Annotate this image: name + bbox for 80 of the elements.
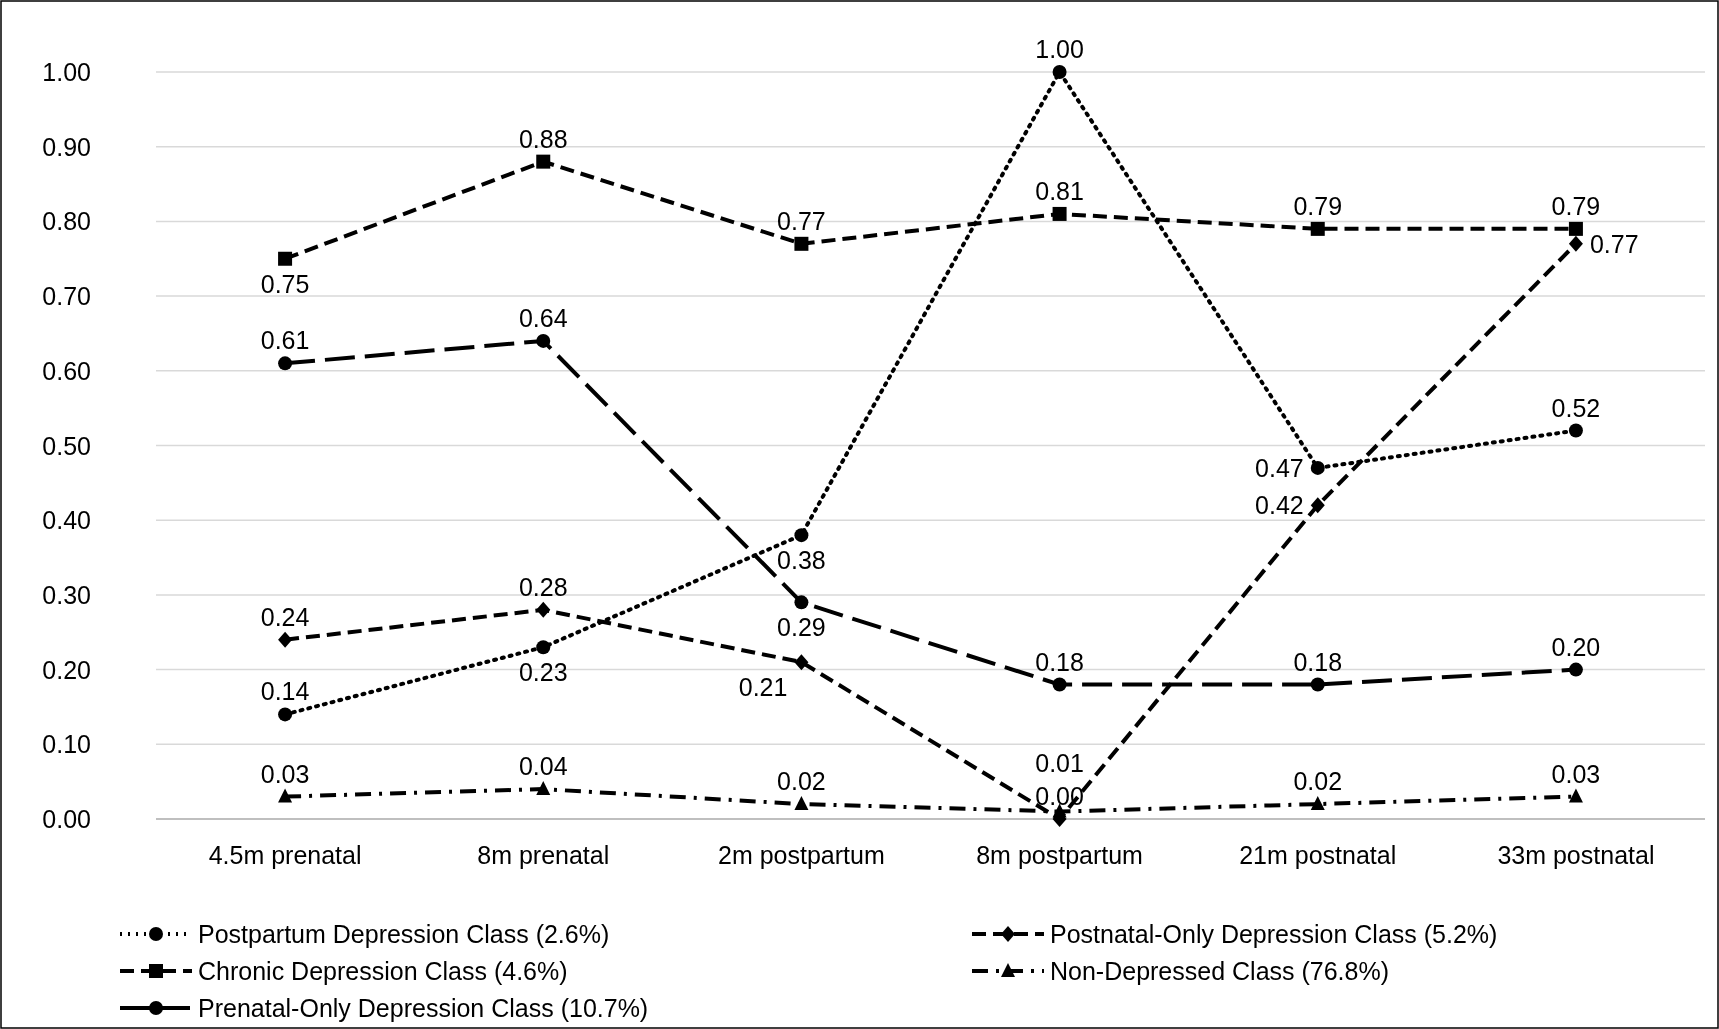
- data-label: 0.02: [1293, 767, 1343, 796]
- data-label: 0.00: [1035, 782, 1084, 810]
- data-label: 0.18: [1035, 647, 1084, 676]
- point: [794, 236, 809, 251]
- point: [536, 333, 551, 348]
- point: [794, 528, 809, 543]
- y-tick-label: 0.10: [42, 730, 91, 759]
- point: [1310, 221, 1325, 236]
- legend-label: Chronic Depression Class (4.6%): [198, 957, 568, 985]
- data-label: 0.02: [777, 767, 826, 796]
- point: [794, 595, 809, 610]
- data-label: 0.38: [777, 546, 826, 575]
- data-label: 0.01: [1035, 748, 1084, 777]
- data-label: 0.61: [260, 326, 310, 355]
- data-label: 0.42: [1255, 491, 1304, 520]
- data-label: 0.14: [260, 677, 310, 706]
- x-tick-label: 4.5m prenatal: [208, 841, 362, 869]
- point: [278, 251, 293, 266]
- point: [1568, 221, 1583, 236]
- data-label: 0.29: [777, 613, 826, 642]
- data-label: 0.81: [1035, 176, 1084, 205]
- point: [536, 601, 551, 618]
- point: [1310, 460, 1325, 475]
- point: [1310, 796, 1325, 811]
- data-label: 0.77: [1589, 229, 1639, 258]
- point: [1568, 662, 1583, 677]
- point: [278, 631, 293, 648]
- x-tick-label: 8m postpartum: [976, 841, 1143, 869]
- point: [1310, 677, 1325, 692]
- data-label: 0.20: [1551, 632, 1601, 661]
- x-tick-label: 2m postpartum: [718, 841, 885, 869]
- legend-label: Postnatal-Only Depression Class (5.2%): [1050, 920, 1498, 948]
- y-tick-label: 0.30: [42, 580, 91, 609]
- point: [1052, 206, 1067, 221]
- x-tick-label: 21m postnatal: [1239, 841, 1397, 869]
- point: [1568, 235, 1583, 252]
- point: [1052, 65, 1067, 79]
- legend-label: Prenatal-Only Depression Class (10.7%): [198, 994, 649, 1022]
- data-label: 0.03: [260, 759, 310, 788]
- data-label: 0.47: [1255, 453, 1304, 482]
- y-tick-label: 0.80: [42, 207, 91, 236]
- point: [278, 788, 293, 803]
- y-tick-label: 0.50: [42, 431, 91, 460]
- point: [278, 356, 293, 371]
- legend-label: Non-Depressed Class (76.8%): [1050, 957, 1390, 985]
- data-label: 0.79: [1551, 191, 1601, 220]
- data-label: 0.77: [777, 206, 826, 235]
- point: [1310, 497, 1325, 514]
- data-label: 0.28: [518, 572, 568, 601]
- point: [278, 707, 293, 722]
- point: [536, 781, 551, 796]
- point: [794, 796, 809, 811]
- point: [1568, 788, 1583, 803]
- point: [536, 640, 551, 655]
- y-tick-label: 0.90: [42, 132, 91, 161]
- data-label: 0.23: [518, 658, 568, 687]
- point: [1568, 423, 1583, 438]
- data-label: 0.03: [1551, 759, 1601, 788]
- y-tick-label: 0.40: [42, 506, 91, 535]
- data-label: 0.18: [1293, 647, 1343, 676]
- y-tick-label: 0.60: [42, 356, 91, 385]
- point: [536, 154, 551, 169]
- data-label: 0.21: [738, 673, 788, 702]
- data-label: 0.88: [518, 124, 568, 153]
- x-tick-label: 8m prenatal: [477, 841, 610, 869]
- data-label: 0.64: [518, 303, 568, 332]
- point: [794, 654, 809, 671]
- data-label: 0.79: [1293, 191, 1343, 220]
- y-tick-label: 0.00: [42, 805, 91, 833]
- data-label: 0.04: [518, 752, 568, 781]
- data-label: 0.75: [260, 269, 310, 298]
- legend-label: Postpartum Depression Class (2.6%): [198, 920, 610, 948]
- point: [1052, 677, 1067, 692]
- y-tick-label: 1.00: [42, 58, 91, 86]
- data-label: 1.00: [1035, 35, 1084, 63]
- data-label: 0.24: [260, 602, 310, 631]
- data-label: 0.52: [1551, 393, 1601, 422]
- y-tick-label: 0.70: [42, 282, 91, 311]
- x-tick-label: 33m postnatal: [1497, 841, 1655, 869]
- y-tick-label: 0.20: [42, 655, 91, 684]
